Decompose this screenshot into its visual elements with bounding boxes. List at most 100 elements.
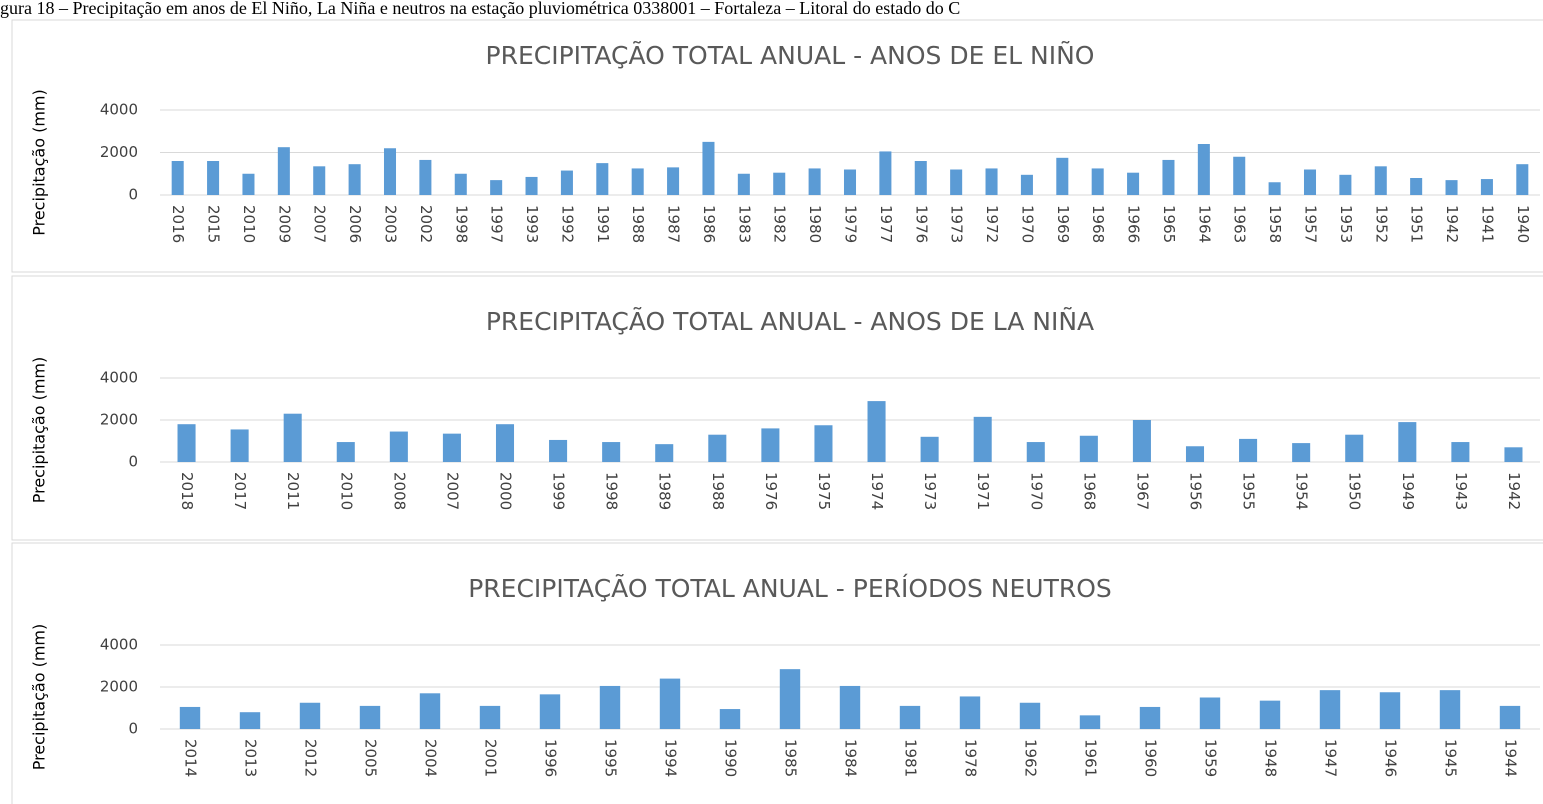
bar bbox=[1185, 446, 1205, 462]
bar bbox=[1127, 172, 1140, 195]
bar bbox=[299, 702, 321, 729]
bar bbox=[336, 442, 355, 462]
bar bbox=[442, 433, 461, 462]
x-tick-label: 1940 bbox=[1514, 205, 1532, 243]
x-tick-label: 1965 bbox=[1160, 205, 1178, 243]
y-tick-label: 0 bbox=[128, 720, 138, 738]
x-tick-label: 1972 bbox=[983, 205, 1001, 243]
x-tick-label: 2013 bbox=[242, 739, 260, 777]
bar bbox=[1020, 174, 1033, 195]
x-tick-label: 1973 bbox=[948, 205, 966, 243]
y-axis-label: Precipitação (mm) bbox=[30, 624, 49, 771]
x-tick-label: 1992 bbox=[558, 205, 576, 243]
bar bbox=[359, 705, 381, 729]
x-tick-label: 2005 bbox=[362, 739, 380, 777]
bar bbox=[1079, 715, 1101, 729]
x-tick-label: 2014 bbox=[182, 739, 200, 777]
bar bbox=[490, 180, 503, 195]
bar bbox=[1379, 692, 1401, 729]
x-tick-label: 1970 bbox=[1027, 472, 1045, 510]
bar bbox=[1026, 442, 1045, 462]
x-tick-label: 1941 bbox=[1478, 205, 1496, 243]
x-tick-label: 1967 bbox=[1133, 472, 1151, 510]
bar bbox=[631, 168, 644, 195]
bar bbox=[1239, 438, 1258, 462]
bar bbox=[950, 169, 963, 195]
y-tick-label: 2000 bbox=[100, 411, 138, 429]
panel-border bbox=[11, 19, 1543, 273]
x-tick-label: 1984 bbox=[842, 739, 860, 777]
bar bbox=[389, 431, 408, 462]
bar bbox=[525, 176, 538, 195]
x-tick-label: 1996 bbox=[542, 739, 560, 777]
x-tick-label: 1966 bbox=[1125, 205, 1143, 243]
bar bbox=[920, 436, 939, 462]
bar bbox=[1019, 702, 1041, 729]
x-tick-label: 1956 bbox=[1187, 472, 1205, 510]
x-tick-label: 1977 bbox=[877, 205, 895, 243]
bar bbox=[1410, 178, 1423, 195]
bar bbox=[1162, 159, 1175, 195]
x-tick-label: 1983 bbox=[735, 205, 753, 243]
x-tick-label: 1944 bbox=[1502, 739, 1520, 777]
x-tick-label: 2008 bbox=[390, 472, 408, 510]
bar bbox=[1480, 179, 1493, 195]
chart-title: PRECIPITAÇÃO TOTAL ANUAL - ANOS DE EL NI… bbox=[486, 40, 1095, 70]
x-tick-label: 1985 bbox=[782, 739, 800, 777]
bar bbox=[177, 424, 196, 462]
x-tick-label: 1971 bbox=[974, 472, 992, 510]
x-tick-label: 1968 bbox=[1089, 205, 1107, 243]
x-tick-label: 1957 bbox=[1302, 205, 1320, 243]
x-tick-label: 2003 bbox=[382, 205, 400, 243]
x-tick-label: 1964 bbox=[1195, 205, 1213, 243]
bar bbox=[867, 401, 886, 462]
bar bbox=[839, 685, 861, 729]
bar bbox=[655, 444, 674, 462]
bar bbox=[1398, 422, 1417, 462]
bar bbox=[454, 173, 467, 195]
y-tick-label: 2000 bbox=[100, 143, 138, 161]
x-tick-label: 1988 bbox=[709, 472, 727, 510]
bar bbox=[560, 170, 573, 195]
y-tick-label: 0 bbox=[128, 453, 138, 471]
x-tick-label: 1991 bbox=[594, 205, 612, 243]
y-tick-label: 4000 bbox=[100, 101, 138, 119]
x-tick-label: 1949 bbox=[1399, 472, 1417, 510]
x-tick-label: 1945 bbox=[1442, 739, 1460, 777]
bar bbox=[1374, 166, 1387, 195]
bar bbox=[843, 169, 857, 195]
x-tick-label: 1986 bbox=[700, 205, 718, 243]
bar bbox=[1345, 434, 1364, 462]
bar bbox=[1268, 182, 1281, 195]
bar bbox=[1319, 690, 1341, 729]
bar bbox=[1091, 168, 1104, 195]
x-tick-label: 2001 bbox=[482, 739, 500, 777]
bar bbox=[1056, 157, 1069, 195]
x-tick-label: 2000 bbox=[497, 472, 515, 510]
x-tick-label: 2011 bbox=[284, 472, 302, 510]
x-tick-label: 1975 bbox=[815, 472, 833, 510]
bar bbox=[596, 163, 609, 195]
x-tick-label: 1976 bbox=[912, 205, 930, 243]
bar bbox=[667, 167, 680, 195]
bar bbox=[1504, 447, 1523, 462]
bar bbox=[1339, 174, 1352, 195]
x-tick-label: 2016 bbox=[169, 205, 187, 243]
x-tick-label: 1960 bbox=[1142, 739, 1160, 777]
x-tick-label: 2010 bbox=[240, 205, 258, 243]
bar bbox=[1439, 690, 1461, 729]
x-tick-label: 1973 bbox=[921, 472, 939, 510]
bar bbox=[1445, 180, 1458, 195]
bar bbox=[1199, 697, 1221, 729]
bar bbox=[207, 161, 220, 195]
bar bbox=[171, 161, 184, 195]
bar bbox=[1499, 705, 1521, 729]
y-tick-label: 0 bbox=[128, 186, 138, 204]
bar bbox=[239, 712, 261, 729]
y-tick-label: 4000 bbox=[100, 369, 138, 387]
bar bbox=[179, 706, 201, 729]
x-tick-label: 1946 bbox=[1382, 739, 1400, 777]
bar bbox=[1233, 156, 1246, 195]
bar bbox=[779, 669, 801, 729]
bar bbox=[549, 439, 568, 462]
